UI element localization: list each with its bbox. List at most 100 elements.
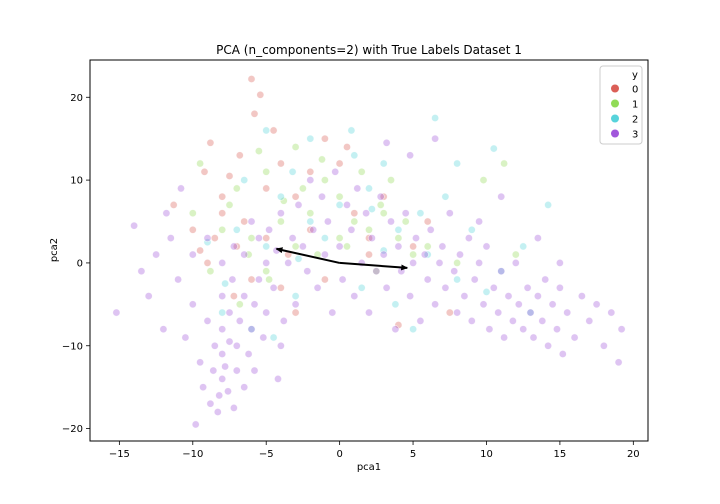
point-class-1: [387, 176, 395, 184]
point-class-3: [412, 234, 420, 242]
point-class-3: [426, 225, 435, 234]
point-class-3: [206, 399, 215, 408]
point-class-3: [343, 200, 351, 209]
point-class-3: [309, 225, 318, 234]
point-class-0: [291, 192, 300, 201]
point-class-3: [244, 350, 253, 358]
point-class-1: [298, 184, 307, 193]
point-class-2: [288, 167, 297, 176]
point-class-0: [218, 209, 227, 218]
point-class-3: [229, 403, 238, 412]
y-tick-label: −20: [62, 424, 83, 435]
point-class-3: [529, 333, 538, 342]
point-class-3: [600, 341, 608, 350]
point-class-3: [406, 151, 414, 160]
point-class-3: [570, 333, 579, 342]
point-class-1: [225, 200, 234, 209]
point-class-1: [291, 242, 300, 251]
point-class-2: [276, 192, 285, 201]
point-class-3: [240, 292, 249, 300]
point-class-3: [497, 267, 506, 276]
point-class-1: [206, 267, 215, 276]
point-class-0: [200, 167, 209, 176]
point-class-3: [279, 316, 288, 325]
point-class-3: [247, 325, 256, 334]
point-class-1: [401, 217, 410, 226]
point-class-0: [423, 217, 432, 226]
y-tick-label: 10: [70, 176, 83, 187]
point-class-3: [221, 362, 229, 371]
point-class-0: [247, 75, 256, 83]
point-class-3: [409, 258, 417, 267]
point-class-1: [188, 209, 197, 218]
point-class-3: [556, 258, 564, 267]
point-class-3: [159, 325, 168, 334]
point-class-3: [313, 283, 322, 292]
point-class-0: [365, 250, 373, 259]
point-class-3: [482, 242, 491, 251]
point-class-1: [320, 176, 329, 184]
point-class-3: [320, 250, 329, 259]
point-class-1: [453, 258, 461, 267]
legend-title: y: [632, 70, 638, 81]
point-class-3: [250, 366, 259, 375]
point-class-3: [162, 209, 171, 218]
point-class-3: [269, 283, 278, 292]
point-class-3: [578, 292, 586, 300]
point-class-0: [445, 308, 454, 317]
point-class-2: [306, 217, 315, 226]
point-class-3: [240, 250, 249, 259]
point-class-3: [365, 308, 373, 317]
point-class-1: [244, 250, 253, 259]
point-class-3: [485, 325, 494, 334]
point-class-3: [306, 176, 315, 184]
point-class-3: [450, 267, 459, 276]
arrows-layer: [275, 247, 409, 271]
y-tick-label: 0: [77, 258, 83, 269]
point-class-3: [291, 300, 300, 309]
point-class-0: [196, 246, 204, 255]
x-tick-label: 10: [480, 449, 493, 460]
point-class-3: [464, 234, 473, 242]
point-class-3: [423, 275, 432, 284]
point-class-0: [306, 167, 315, 176]
point-class-2: [203, 238, 212, 247]
point-class-3: [144, 292, 153, 300]
point-class-0: [262, 234, 271, 242]
point-class-0: [240, 217, 249, 226]
legend: y 0 1 2 3: [599, 65, 643, 145]
point-class-3: [250, 300, 259, 309]
chart-title: PCA (n_components=2) with True Labels Da…: [216, 43, 522, 57]
point-class-3: [617, 325, 626, 334]
legend-label-1: 1: [632, 100, 638, 111]
point-class-2: [379, 159, 388, 168]
point-class-2: [221, 279, 229, 288]
point-class-0: [276, 283, 285, 292]
point-class-3: [431, 300, 439, 309]
point-class-3: [338, 275, 347, 284]
point-class-2: [240, 176, 249, 184]
point-class-3: [497, 192, 506, 201]
y-tick-label: 20: [70, 93, 83, 104]
component-arrow-1: [275, 247, 340, 264]
point-class-1: [218, 225, 227, 234]
point-class-1: [291, 143, 300, 151]
point-class-2: [379, 246, 388, 255]
point-class-2: [467, 225, 476, 234]
point-class-3: [218, 350, 227, 358]
point-class-3: [353, 184, 362, 193]
point-class-2: [441, 192, 450, 201]
point-class-0: [269, 126, 278, 135]
point-class-1: [365, 225, 373, 234]
point-class-0: [206, 138, 215, 147]
point-class-0: [350, 209, 359, 218]
point-class-1: [262, 267, 271, 276]
point-class-3: [367, 234, 376, 242]
point-class-3: [394, 242, 403, 251]
legend-marker-1: [611, 99, 619, 108]
point-class-2: [519, 242, 528, 251]
point-class-2: [347, 126, 356, 135]
point-class-3: [544, 341, 552, 350]
x-tick-label: 15: [554, 449, 567, 460]
